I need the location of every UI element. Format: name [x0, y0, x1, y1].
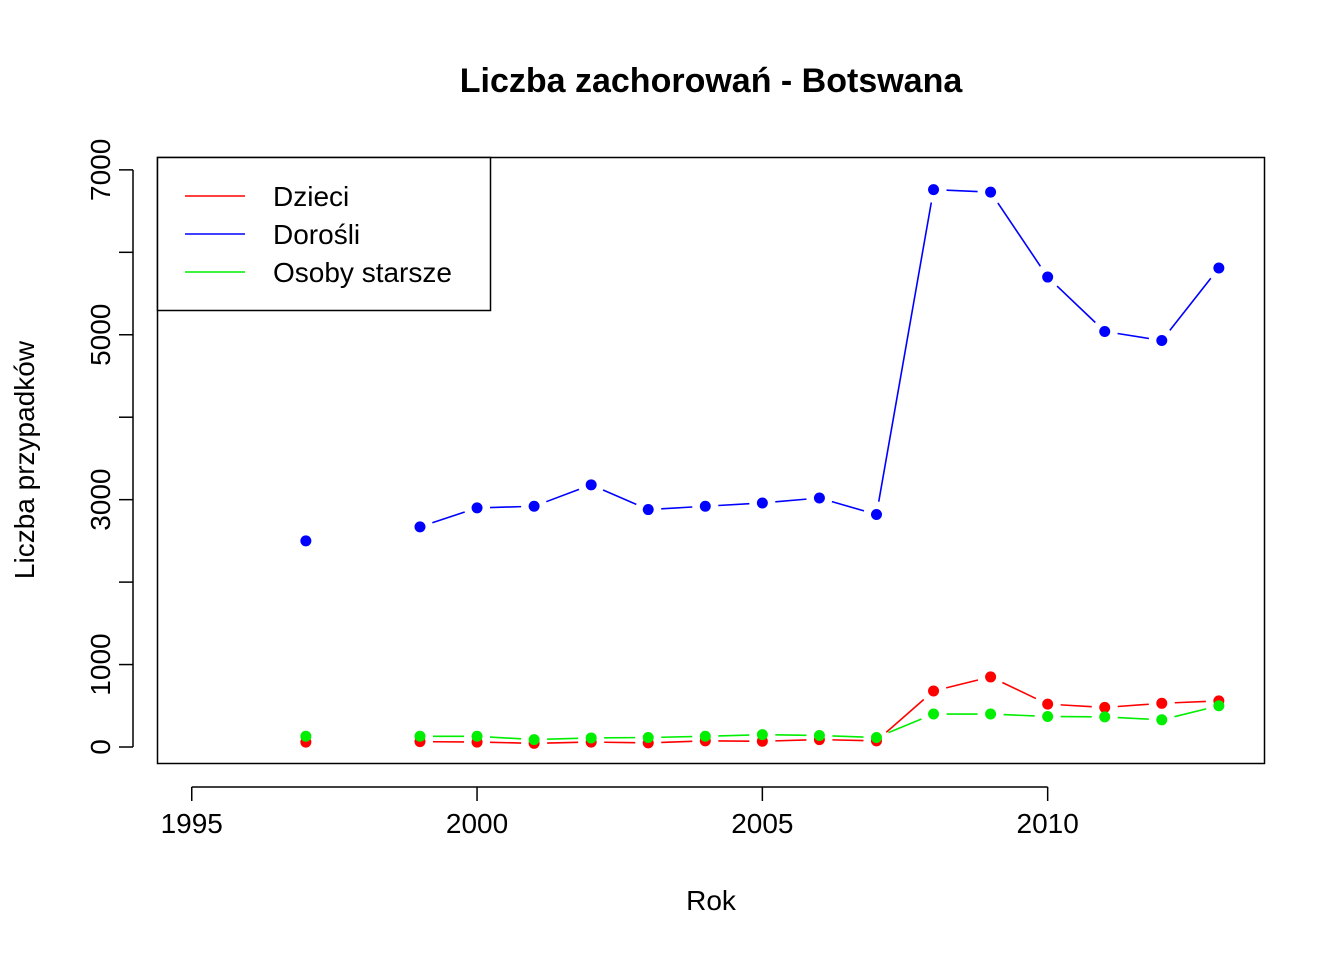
series-segment — [888, 718, 922, 734]
data-point — [1099, 701, 1111, 713]
series-segment — [1169, 277, 1212, 331]
series-segment — [885, 698, 925, 733]
data-point — [585, 732, 597, 744]
data-point — [414, 521, 426, 533]
series-segment — [997, 202, 1042, 267]
data-point — [928, 708, 940, 720]
y-tick-label: 1000 — [85, 633, 116, 695]
series-segment — [945, 679, 979, 689]
data-point — [813, 729, 825, 741]
series-layer — [300, 184, 1225, 749]
y-tick-label: 5000 — [85, 304, 116, 366]
series-segment — [775, 498, 807, 503]
series-segment — [602, 489, 637, 506]
data-point — [585, 479, 597, 491]
x-axis: 1995 2000 2005 2010 — [161, 786, 1079, 839]
data-point — [1042, 271, 1054, 283]
series-segment — [1117, 716, 1149, 720]
y-tick-label: 0 — [85, 739, 116, 755]
series-segment — [832, 739, 864, 742]
x-tick-label: 2005 — [731, 808, 793, 839]
series-segment — [1060, 704, 1092, 708]
x-tick-label: 1995 — [161, 808, 223, 839]
series-segment — [545, 488, 580, 503]
data-point — [1156, 697, 1168, 709]
series-segment — [1003, 713, 1035, 717]
series-segment — [946, 189, 978, 193]
plot-area-frame — [156, 156, 1266, 765]
data-point — [756, 497, 768, 509]
series-segment — [832, 735, 864, 738]
series-segment — [661, 506, 693, 510]
series-segment — [490, 741, 522, 744]
series-segment — [489, 736, 522, 740]
series-segment — [775, 739, 807, 742]
legend-label: Osoby starsze — [273, 257, 452, 288]
data-point — [985, 708, 997, 720]
x-tick-label: 2010 — [1017, 808, 1079, 839]
series-segment — [661, 740, 693, 744]
series-segment — [1056, 285, 1096, 324]
series-segment — [1117, 332, 1150, 340]
series-segment — [661, 735, 693, 739]
data-point — [1213, 262, 1225, 274]
series-segment — [490, 505, 522, 509]
data-point — [813, 492, 825, 504]
data-point — [928, 184, 940, 196]
data-point — [300, 730, 312, 742]
data-point — [471, 502, 483, 514]
series-segment — [432, 511, 465, 524]
data-point — [1042, 711, 1054, 723]
y-axis: 0 1000 3000 5000 7000 — [85, 139, 134, 755]
series-segment — [877, 202, 933, 502]
series-segment — [1174, 708, 1207, 718]
data-point — [928, 685, 940, 697]
data-point — [1099, 325, 1111, 337]
y-tick-label: 3000 — [85, 469, 116, 531]
y-tick-label: 7000 — [85, 139, 116, 201]
legend: Dzieci Dorośli Osoby starsze — [156, 156, 492, 312]
data-point — [528, 734, 540, 746]
legend-label: Dzieci — [273, 181, 349, 212]
data-point — [471, 730, 483, 742]
data-point — [1213, 700, 1225, 712]
series-segment — [547, 741, 579, 744]
series-segment — [1001, 681, 1037, 700]
data-point — [870, 732, 882, 744]
series-segment — [718, 502, 750, 507]
data-point — [642, 732, 654, 744]
data-point — [870, 509, 882, 521]
data-point — [985, 186, 997, 198]
series-segment — [547, 737, 579, 741]
data-point — [1156, 335, 1168, 347]
data-point — [528, 500, 540, 512]
data-point — [642, 504, 654, 516]
data-point — [699, 500, 711, 512]
chart-title: Liczba zachorowań - Botswana — [460, 62, 964, 100]
series-segment — [831, 500, 865, 512]
series-2 — [300, 700, 1225, 746]
data-point — [699, 730, 711, 742]
data-point — [1099, 711, 1111, 723]
series-segment — [718, 734, 750, 737]
series-1 — [300, 184, 1225, 547]
data-point — [985, 671, 997, 683]
legend-entries: Dzieci Dorośli Osoby starsze — [185, 181, 452, 288]
legend-label: Dorośli — [273, 219, 360, 250]
data-point — [414, 730, 426, 742]
data-point — [756, 729, 768, 741]
data-point — [1156, 714, 1168, 726]
data-point — [300, 535, 312, 547]
x-tick-label: 2000 — [446, 808, 508, 839]
x-axis-label: Rok — [686, 885, 737, 916]
data-point — [1042, 698, 1054, 710]
series-segment — [1117, 703, 1149, 708]
series-segment — [1174, 700, 1206, 704]
y-axis-label: Liczba przypadków — [9, 340, 40, 579]
